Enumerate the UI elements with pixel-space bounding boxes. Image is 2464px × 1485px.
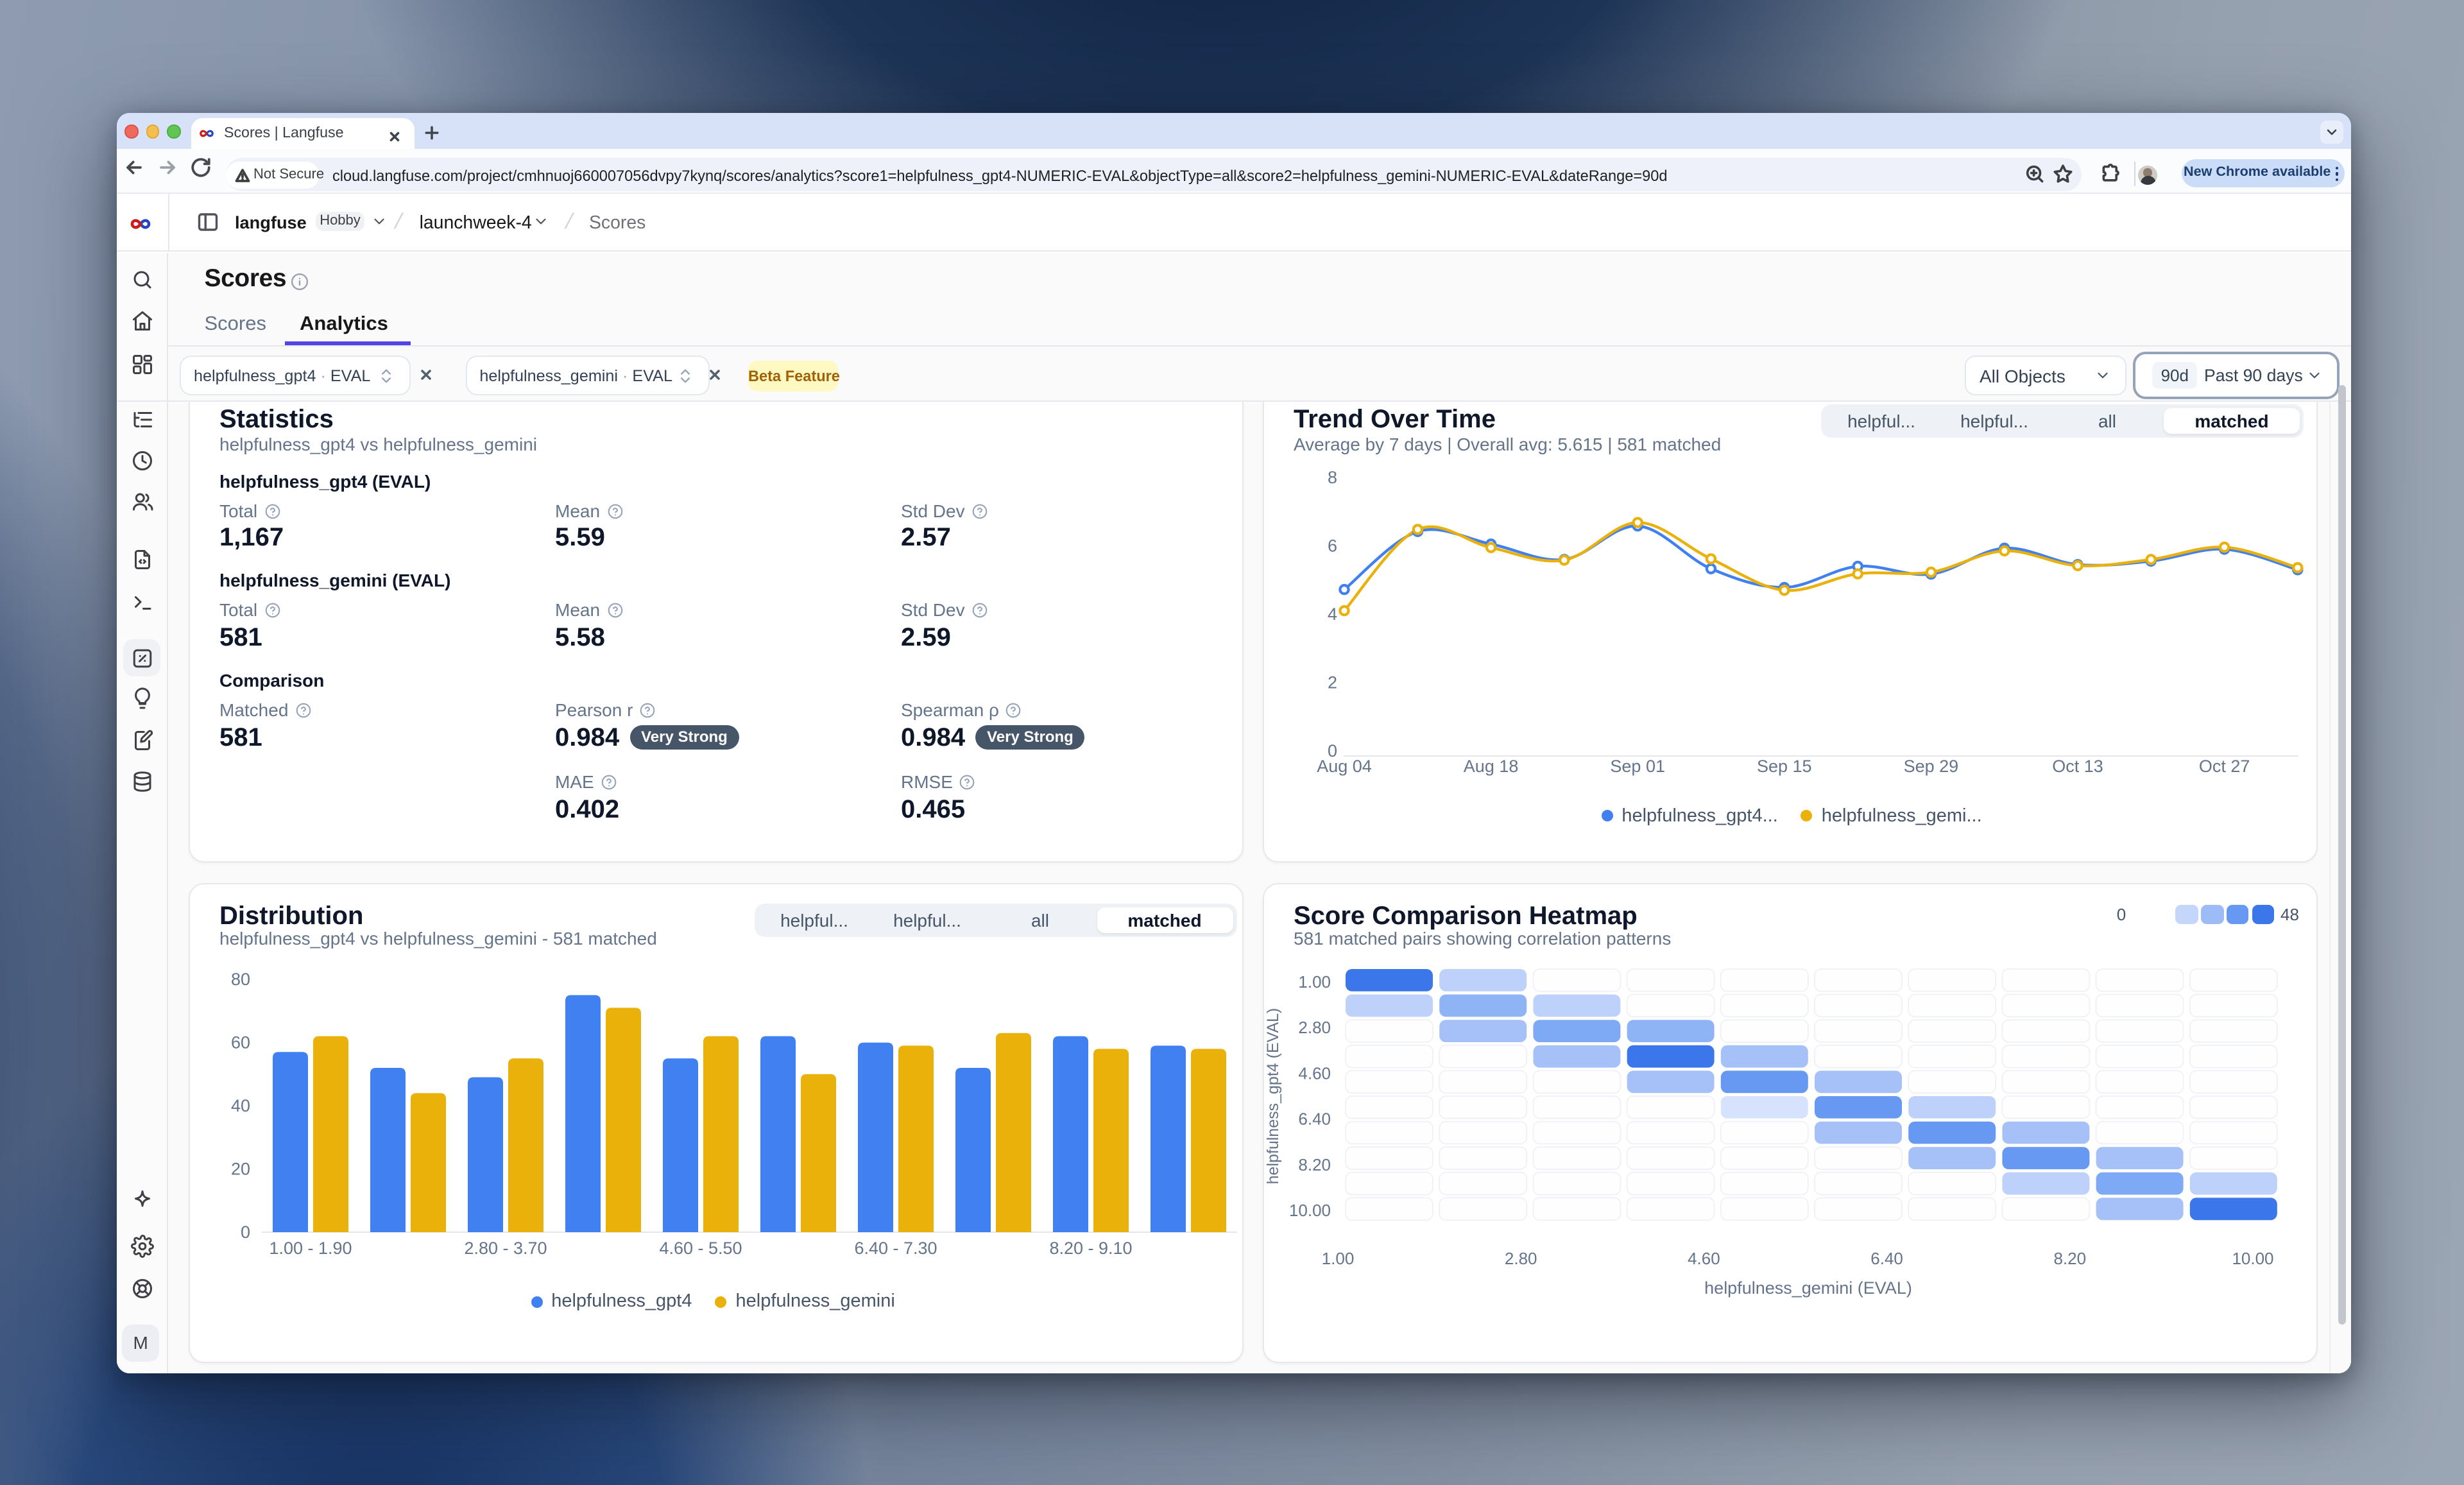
svg-text:6.40: 6.40 [1298,1110,1331,1129]
svg-text:2: 2 [1328,672,1337,691]
svg-text:4.60: 4.60 [1688,1249,1720,1268]
svg-text:10.00: 10.00 [1289,1201,1331,1220]
svg-text:Sep 29: Sep 29 [1904,756,1959,775]
svg-text:8: 8 [1328,467,1337,486]
svg-text:4: 4 [1328,604,1337,623]
svg-text:helpfulness_gpt4 (EVAL): helpfulness_gpt4 (EVAL) [1264,1008,1282,1185]
svg-text:helpfulness_gemini (EVAL): helpfulness_gemini (EVAL) [1704,1278,1912,1298]
svg-text:2.80 - 3.70: 2.80 - 3.70 [463,1239,546,1258]
svg-text:8.20 - 9.10: 8.20 - 9.10 [1048,1239,1131,1258]
svg-text:8.20: 8.20 [1298,1155,1331,1174]
svg-text:2.80: 2.80 [1505,1249,1537,1268]
svg-text:10.00: 10.00 [2232,1249,2273,1268]
svg-text:40: 40 [230,1096,250,1115]
svg-text:Sep 01: Sep 01 [1610,756,1665,775]
svg-text:20: 20 [230,1159,250,1178]
svg-text:Oct 27: Oct 27 [2199,756,2250,775]
svg-text:6: 6 [1328,536,1337,555]
svg-text:4.60: 4.60 [1298,1063,1331,1083]
svg-text:4.60 - 5.50: 4.60 - 5.50 [658,1239,741,1258]
svg-text:6.40: 6.40 [1870,1249,1903,1268]
svg-text:Sep 15: Sep 15 [1757,756,1812,775]
svg-text:1.00 - 1.90: 1.00 - 1.90 [268,1239,351,1258]
svg-text:60: 60 [230,1033,250,1052]
svg-text:2.80: 2.80 [1298,1018,1331,1037]
svg-text:0: 0 [1328,741,1337,760]
svg-text:1.00: 1.00 [1322,1249,1355,1268]
svg-text:8.20: 8.20 [2053,1249,2086,1268]
svg-text:Aug 18: Aug 18 [1464,756,1519,775]
svg-text:0: 0 [240,1223,250,1242]
svg-text:6.40 - 7.30: 6.40 - 7.30 [853,1239,936,1258]
svg-text:Aug 04: Aug 04 [1317,756,1372,775]
svg-text:Oct 13: Oct 13 [2052,756,2103,775]
svg-text:80: 80 [230,970,250,989]
svg-text:1.00: 1.00 [1298,972,1331,991]
